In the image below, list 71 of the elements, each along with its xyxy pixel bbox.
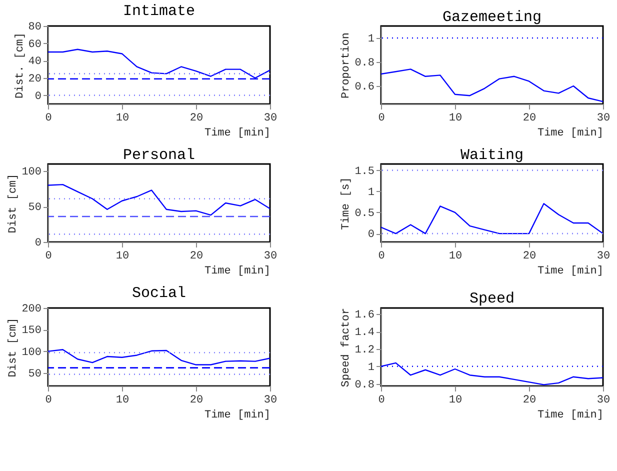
y-tick-label: 0 [34,238,42,250]
x-tick-label: 0 [378,250,385,262]
x-tick-label: 0 [378,394,385,406]
x-tick-label: 10 [116,394,130,406]
y-axis-title: Dist [cm] [8,318,20,378]
x-tick-label: 20 [522,112,536,124]
x-tick-label: 30 [596,112,610,124]
x-axis-title: Time [min] [204,410,270,422]
y-tick-label: 200 [22,304,42,316]
x-tick-label: 30 [596,394,610,406]
x-tick-label: 0 [45,112,52,124]
chart-title: Gazemeeting [442,9,542,26]
chart-title: Waiting [460,147,524,164]
y-tick-label: 1 [368,186,375,199]
y-tick-label: 1.2 [354,344,374,356]
y-tick-label: 0.8 [354,58,374,70]
x-tick-label: 10 [116,250,130,262]
y-tick-label: 1 [368,34,375,46]
x-axis-title: Time [min] [204,128,270,140]
x-tick-label: 30 [264,112,278,124]
x-tick-label: 0 [378,112,385,124]
line-series [48,48,270,79]
y-tick-label: 0 [34,90,42,103]
y-tick-label: 0.8 [354,379,374,392]
chart-title: Personal [122,147,196,164]
y-tick-label: 80 [28,22,42,34]
y-tick-label: 60 [28,38,42,51]
chart-title: Speed [469,290,515,308]
y-tick-label: 20 [28,74,42,86]
line-series [381,203,603,234]
x-tick-label: 20 [190,250,204,262]
y-tick-label: 100 [22,346,42,359]
y-tick-label: 50 [28,202,42,214]
line-series [381,68,603,102]
y-tick-label: 100 [22,166,42,179]
x-axis-title: Time [min] [537,128,604,140]
x-tick-label: 10 [448,250,462,262]
line-series [48,349,270,366]
y-tick-label: 0.5 [354,208,374,220]
chart-title: Intimate [122,3,196,20]
y-tick-label: 1.5 [354,166,374,178]
y-tick-label: 0 [368,229,374,242]
x-tick-label: 30 [264,394,278,406]
x-tick-label: 20 [190,112,204,124]
y-axis-title: Time [s] [340,177,353,230]
y-axis-title: Speed factor [340,308,353,388]
y-tick-label: 0.6 [354,82,374,94]
x-tick-label: 10 [116,112,130,124]
y-tick-label: 50 [28,368,42,380]
y-tick-label: 1.4 [354,327,375,340]
y-tick-label: 150 [22,325,42,338]
x-tick-label: 10 [448,394,462,406]
line-series [48,184,270,216]
y-tick-label: 1 [368,362,375,374]
x-tick-label: 10 [448,112,462,124]
y-axis-title: Proportion [340,32,353,99]
x-tick-label: 20 [522,250,536,262]
x-tick-label: 20 [522,394,536,406]
x-tick-label: 20 [190,394,204,406]
x-axis-title: Time [min] [537,266,604,278]
y-tick-label: 40 [28,56,42,68]
y-axis-title: Dist [cm] [8,174,20,234]
x-tick-label: 0 [45,394,52,406]
chart-title: Social [132,285,186,302]
x-axis-title: Time [min] [204,266,270,278]
x-tick-label: 30 [264,250,278,262]
y-tick-label: 1.6 [354,310,374,322]
x-tick-label: 30 [596,250,610,262]
x-tick-label: 0 [45,250,52,262]
y-axis-title: Dist. [cm] [14,32,26,99]
x-axis-title: Time [min] [537,410,604,422]
